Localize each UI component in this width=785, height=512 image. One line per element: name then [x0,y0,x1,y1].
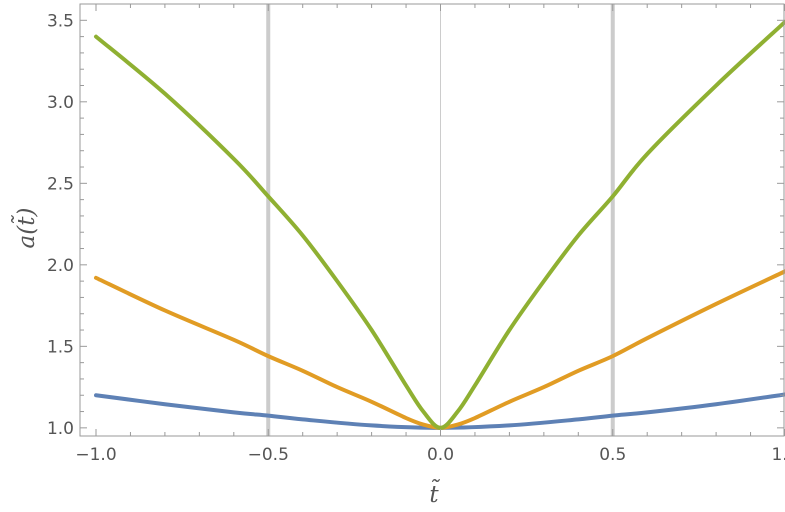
x-tick-label: 1.0 [771,445,785,465]
y-tick-label: 3.5 [47,11,74,31]
series-line-2 [94,19,785,430]
y-tick-label: 2.5 [47,174,74,194]
x-tick-label: 0.0 [427,445,454,465]
plot-frame [79,3,785,437]
series-layer [94,19,785,430]
ticks-layer [80,4,785,436]
x-tick-label: −1.0 [75,445,116,465]
y-axis-title: a(t̃) [10,208,40,249]
reference-lines [266,4,615,436]
y-tick-label: 1.0 [47,419,74,439]
tick-labels-layer: −1.0 −0.5 0.0 0.5 1.0 1.0 1.5 2.0 2.5 3.0 3.5 [47,11,785,465]
x-tick-label: −0.5 [248,445,289,465]
x-axis-title: t̃ [429,478,440,508]
y-tick-label: 1.5 [47,337,74,357]
y-tick-label: 3.0 [47,93,74,113]
x-tick-label: 0.5 [599,445,626,465]
y-tick-label: 2.0 [47,256,74,276]
